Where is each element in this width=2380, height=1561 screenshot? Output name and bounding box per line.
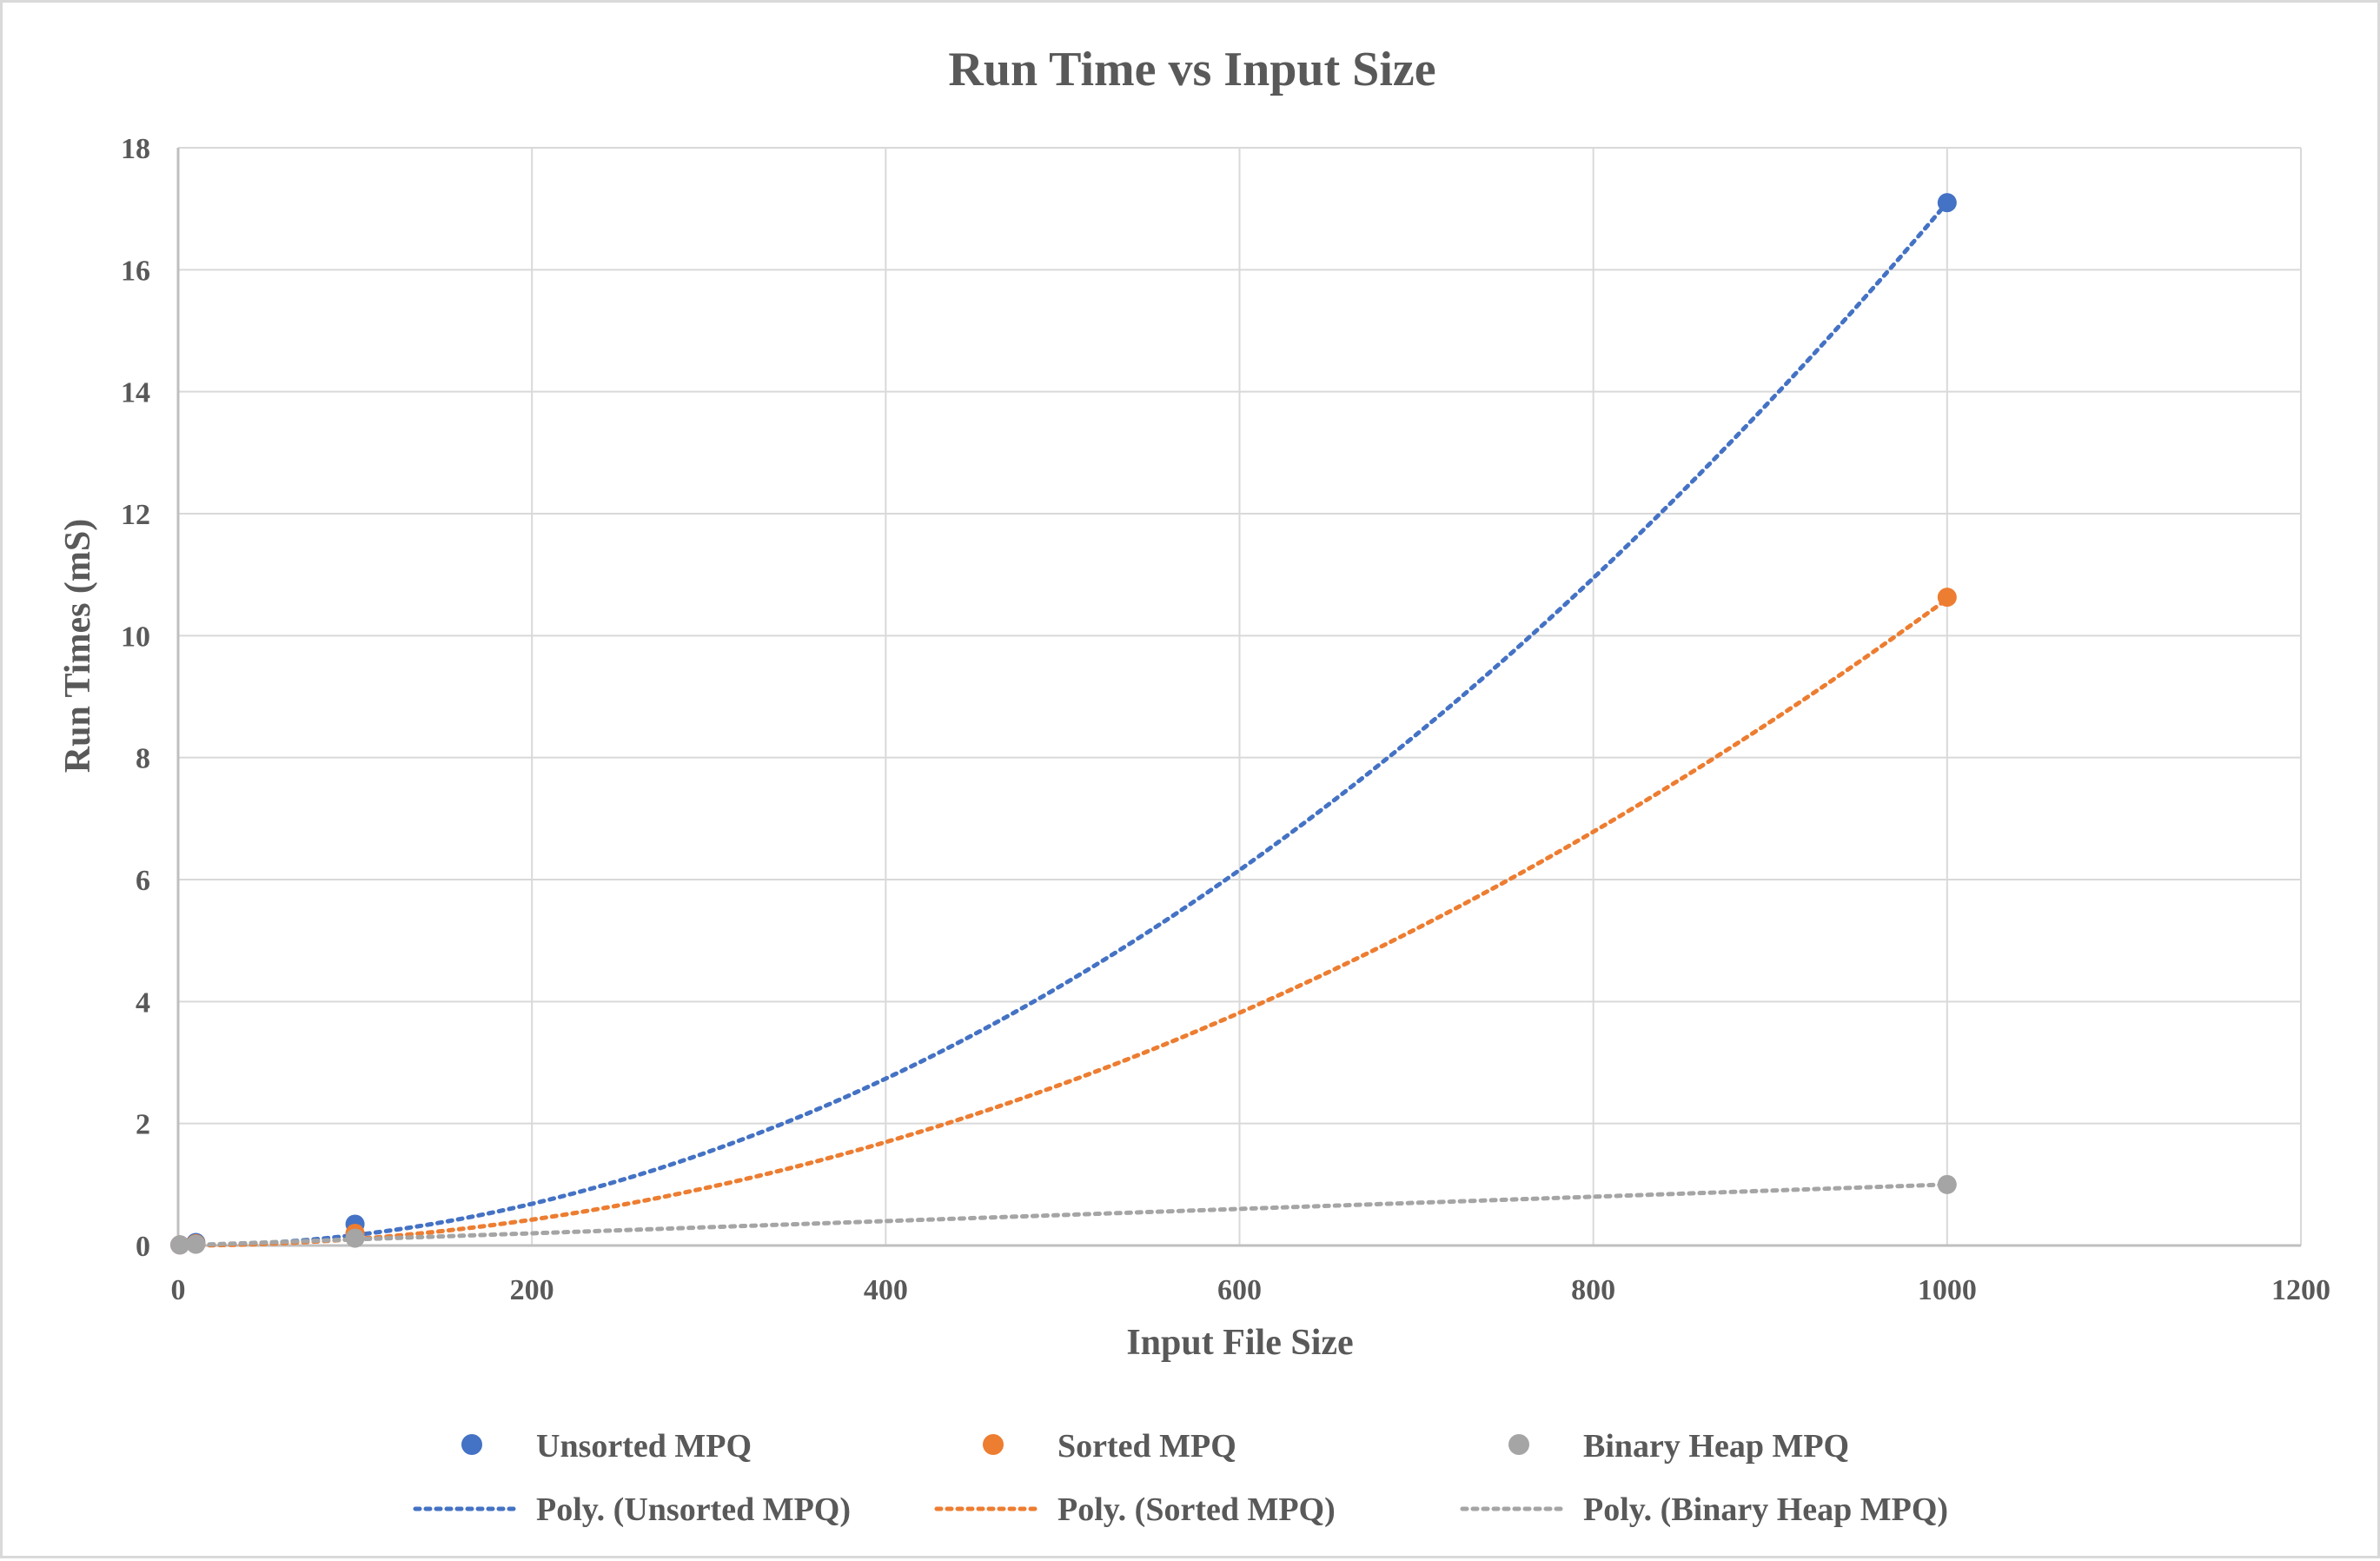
axes xyxy=(176,148,2301,1247)
data-point-binary-heap-mpq xyxy=(345,1228,365,1248)
x-tick-label: 400 xyxy=(864,1274,908,1306)
x-tick-label: 800 xyxy=(1571,1274,1615,1306)
y-tick-label: 18 xyxy=(121,133,150,165)
data-points xyxy=(170,193,1957,1255)
y-tick-label: 10 xyxy=(121,621,150,653)
legend-label: Binary Heap MPQ xyxy=(1583,1428,1849,1465)
legend-marker xyxy=(983,1434,1004,1455)
y-tick-label: 0 xyxy=(136,1231,150,1263)
y-tick-label: 12 xyxy=(121,499,150,531)
y-axis-title: Run Times (mS) xyxy=(58,519,98,774)
scatter-chart: Run Time vs Input Size 0 2 4 6 8 10 12 14 16 18 0 2… xyxy=(58,43,2330,1528)
gridlines xyxy=(177,147,2302,1246)
y-tick-label: 14 xyxy=(121,377,150,409)
trendline-binary-heap-mpq xyxy=(176,1182,1950,1248)
y-tick-label: 16 xyxy=(121,255,150,287)
chart-title: Run Time vs Input Size xyxy=(948,43,1435,96)
tick-labels: 0 2 4 6 8 10 12 14 16 18 0 200 400 600 800 1000 1200 xyxy=(121,133,2330,1306)
legend-trendline-label: Poly. (Binary Heap MPQ) xyxy=(1583,1491,1948,1528)
y-tick-label: 6 xyxy=(136,865,150,897)
y-tick-label: 8 xyxy=(136,743,150,775)
legend-trendline-label: Poly. (Unsorted MPQ) xyxy=(536,1491,851,1528)
legend-trendline-label: Poly. (Sorted MPQ) xyxy=(1057,1491,1336,1528)
legend-label: Unsorted MPQ xyxy=(536,1428,752,1465)
x-tick-label: 1200 xyxy=(2271,1274,2330,1306)
y-tick-label: 4 xyxy=(136,986,150,1019)
trendline-sorted-mpq xyxy=(176,596,1950,1248)
x-tick-label: 600 xyxy=(1217,1274,1262,1306)
legend-label: Sorted MPQ xyxy=(1057,1428,1236,1465)
data-point-binary-heap-mpq xyxy=(1937,1174,1957,1194)
data-point-binary-heap-mpq xyxy=(186,1234,206,1254)
trendline-unsorted-mpq xyxy=(176,200,1950,1248)
data-point-unsorted-mpq xyxy=(1937,193,1957,213)
y-tick-label: 2 xyxy=(136,1109,150,1141)
legend: Unsorted MPQ Poly. (Unsorted MPQ) Sorted M… xyxy=(413,1428,1948,1528)
data-point-binary-heap-mpq xyxy=(170,1235,190,1255)
x-tick-label: 200 xyxy=(510,1274,554,1306)
x-axis-title: Input File Size xyxy=(1126,1323,1353,1363)
x-tick-label: 1000 xyxy=(1918,1274,1977,1306)
trendlines xyxy=(176,200,1950,1248)
x-tick-label: 0 xyxy=(171,1274,186,1306)
legend-marker xyxy=(1508,1434,1529,1455)
data-point-sorted-mpq xyxy=(1937,588,1957,608)
legend-marker xyxy=(461,1434,482,1455)
